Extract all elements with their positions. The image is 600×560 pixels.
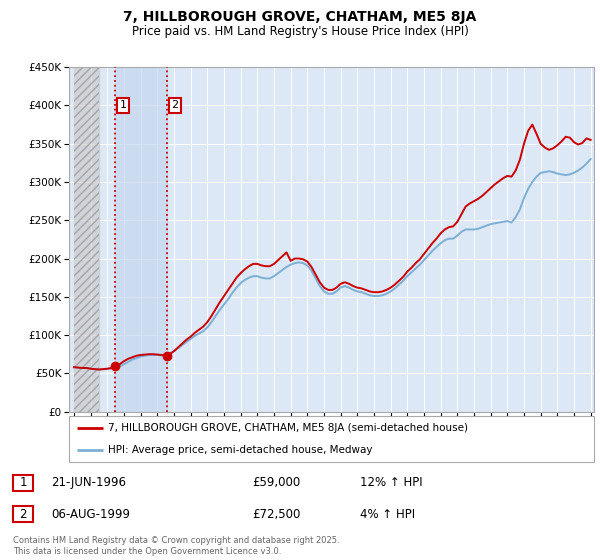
Text: Contains HM Land Registry data © Crown copyright and database right 2025.
This d: Contains HM Land Registry data © Crown c… [13, 536, 340, 556]
Text: 1: 1 [119, 100, 127, 110]
Bar [74, 67, 99, 412]
Text: 12% ↑ HPI: 12% ↑ HPI [360, 476, 422, 489]
Text: 2: 2 [172, 100, 179, 110]
Text: Price paid vs. HM Land Registry's House Price Index (HPI): Price paid vs. HM Land Registry's House … [131, 25, 469, 38]
Text: £59,000: £59,000 [252, 476, 300, 489]
Text: £72,500: £72,500 [252, 507, 301, 521]
Text: 21-JUN-1996: 21-JUN-1996 [51, 476, 126, 489]
Text: 06-AUG-1999: 06-AUG-1999 [51, 507, 130, 521]
Text: 4% ↑ HPI: 4% ↑ HPI [360, 507, 415, 521]
FancyBboxPatch shape [69, 416, 594, 462]
Text: 7, HILLBOROUGH GROVE, CHATHAM, ME5 8JA (semi-detached house): 7, HILLBOROUGH GROVE, CHATHAM, ME5 8JA (… [109, 423, 469, 433]
Text: HPI: Average price, semi-detached house, Medway: HPI: Average price, semi-detached house,… [109, 445, 373, 455]
Text: 7, HILLBOROUGH GROVE, CHATHAM, ME5 8JA: 7, HILLBOROUGH GROVE, CHATHAM, ME5 8JA [124, 10, 476, 24]
Bar [74, 67, 99, 412]
Bar [115, 67, 167, 412]
Text: 1: 1 [19, 476, 27, 489]
Text: 2: 2 [19, 507, 27, 521]
